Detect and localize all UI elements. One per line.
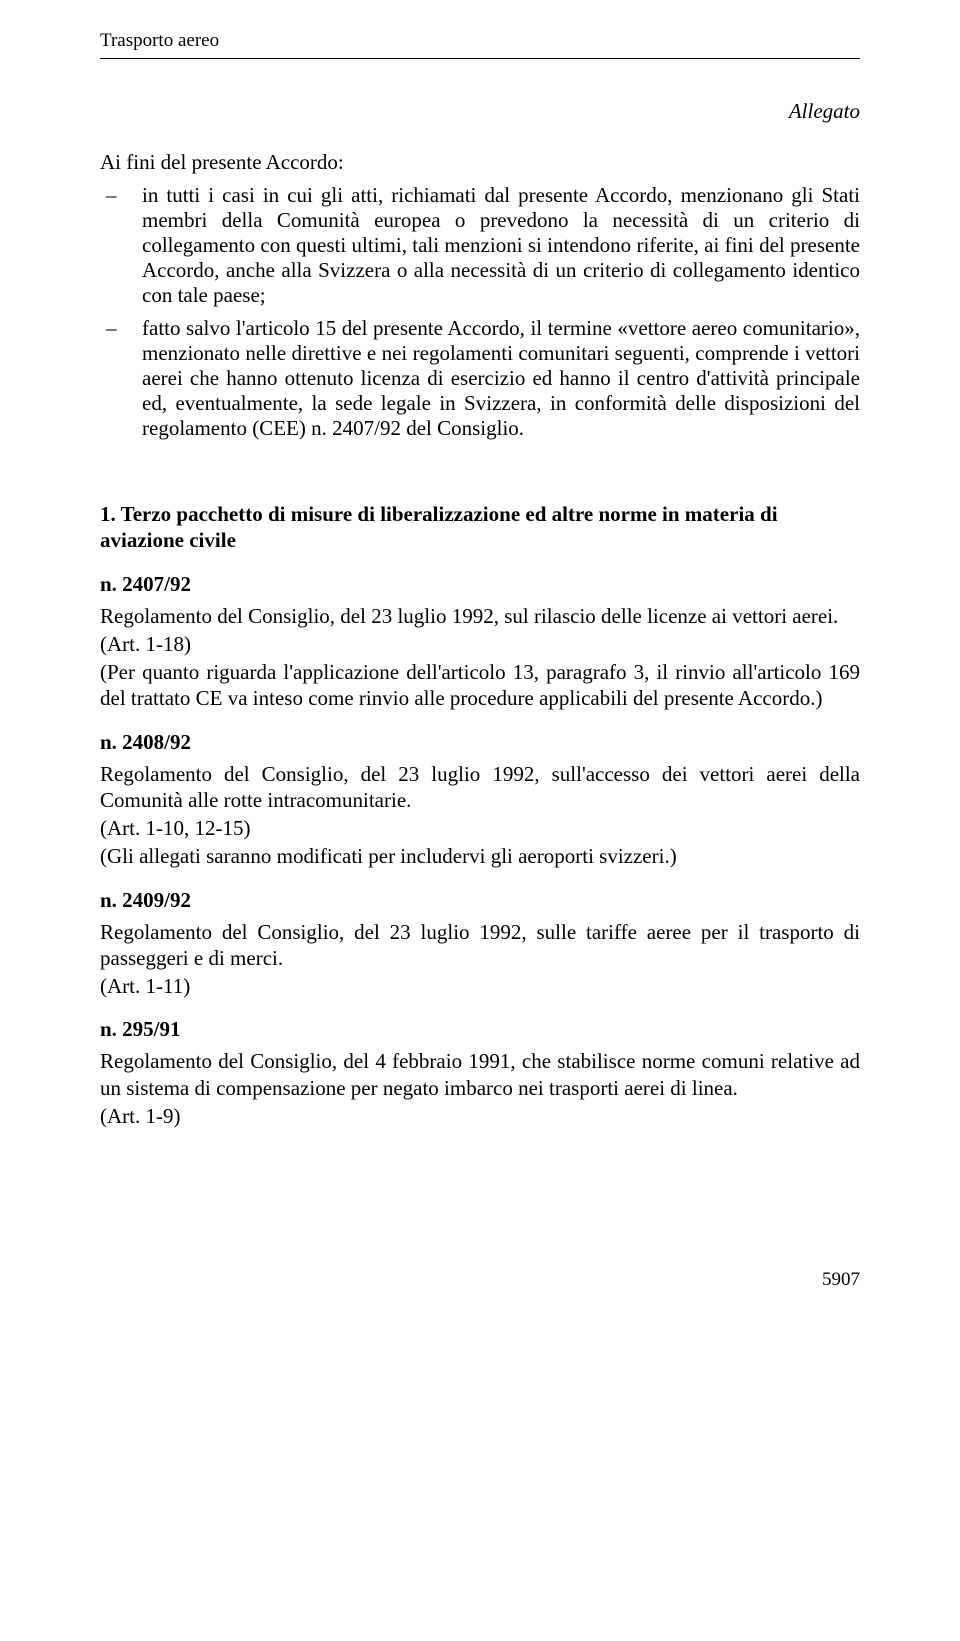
list-item: – in tutti i casi in cui gli atti, richi…: [100, 183, 860, 308]
regulation-text: (Gli allegati saranno modificati per inc…: [100, 843, 860, 869]
intro-line: Ai fini del presente Accordo:: [100, 150, 860, 175]
annex-label: Allegato: [100, 99, 860, 124]
page-container: Trasporto aereo Allegato Ai fini del pre…: [0, 0, 960, 1331]
regulation-text: (Art. 1-10, 12-15): [100, 815, 860, 841]
regulation-text: Regolamento del Consiglio, del 23 luglio…: [100, 761, 860, 814]
regulation-text: (Art. 1-11): [100, 973, 860, 999]
regulation-text: Regolamento del Consiglio, del 23 luglio…: [100, 603, 860, 629]
bullet-text: fatto salvo l'articolo 15 del presente A…: [142, 316, 860, 441]
regulation-block: n. 2407/92 Regolamento del Consiglio, de…: [100, 572, 860, 712]
regulation-block: n. 2408/92 Regolamento del Consiglio, de…: [100, 730, 860, 870]
regulation-block: n. 295/91 Regolamento del Consiglio, del…: [100, 1017, 860, 1129]
dash-icon: –: [100, 183, 142, 308]
regulation-text: (Art. 1-18): [100, 631, 860, 657]
running-head: Trasporto aereo: [100, 30, 860, 52]
regulation-number: n. 2409/92: [100, 888, 860, 913]
section-title: 1. Terzo pacchetto di misure di liberali…: [100, 501, 860, 554]
regulation-number: n. 2408/92: [100, 730, 860, 755]
list-item: – fatto salvo l'articolo 15 del presente…: [100, 316, 860, 441]
regulation-number: n. 2407/92: [100, 572, 860, 597]
regulation-text: (Per quanto riguarda l'applicazione dell…: [100, 659, 860, 712]
dash-icon: –: [100, 316, 142, 441]
header-rule: [100, 58, 860, 59]
bullet-text: in tutti i casi in cui gli atti, richiam…: [142, 183, 860, 308]
page-number: 5907: [100, 1269, 860, 1291]
regulation-text: Regolamento del Consiglio, del 23 luglio…: [100, 919, 860, 972]
bullet-list: – in tutti i casi in cui gli atti, richi…: [100, 183, 860, 441]
regulation-number: n. 295/91: [100, 1017, 860, 1042]
regulation-text: (Art. 1-9): [100, 1103, 860, 1129]
regulation-text: Regolamento del Consiglio, del 4 febbrai…: [100, 1048, 860, 1101]
regulation-block: n. 2409/92 Regolamento del Consiglio, de…: [100, 888, 860, 1000]
